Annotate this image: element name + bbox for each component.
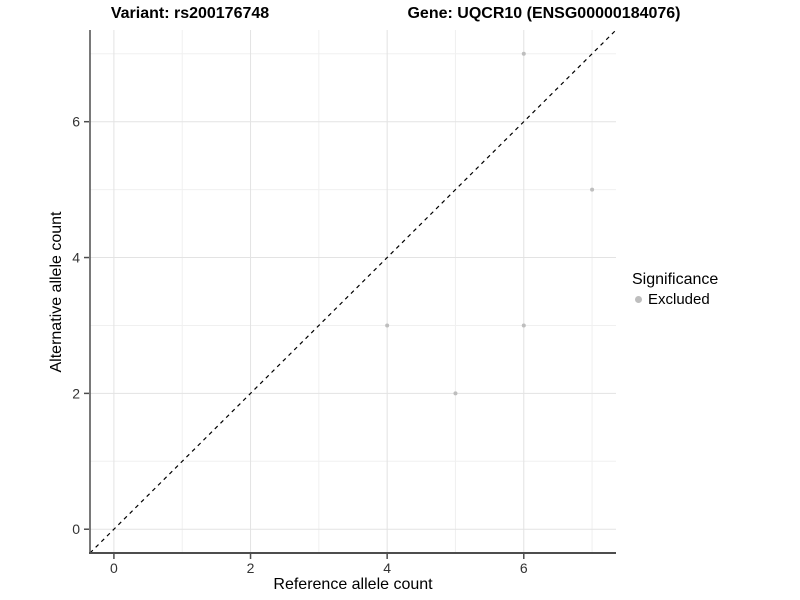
x-tick-label: 6 — [520, 560, 528, 576]
data-point — [590, 187, 595, 192]
data-point — [385, 323, 390, 328]
identity-dashed-line — [89, 29, 617, 554]
legend-entry-excluded: Excluded — [632, 290, 718, 309]
data-point — [453, 391, 458, 396]
y-tick-label: 6 — [72, 114, 80, 130]
excluded-point-icon — [635, 296, 642, 303]
y-tick-label: 2 — [72, 385, 80, 401]
gene-title: Gene: UQCR10 (ENSG00000184076) — [407, 5, 681, 22]
variant-title: Variant: rs200176748 — [110, 5, 270, 22]
legend-entry-label: Excluded — [648, 291, 710, 308]
y-tick-label: 4 — [72, 250, 80, 266]
legend: Significance Excluded — [632, 270, 718, 309]
x-axis-title: Reference allele count — [273, 576, 433, 593]
x-tick-label: 0 — [110, 560, 118, 576]
legend-title: Significance — [632, 271, 719, 288]
x-tick-label: 4 — [383, 560, 391, 576]
data-point — [521, 323, 526, 328]
x-tick-label: 2 — [247, 560, 255, 576]
data-point — [521, 51, 526, 56]
y-tick-label: 0 — [72, 521, 80, 537]
y-axis-title: Alternative allele count — [48, 211, 65, 373]
